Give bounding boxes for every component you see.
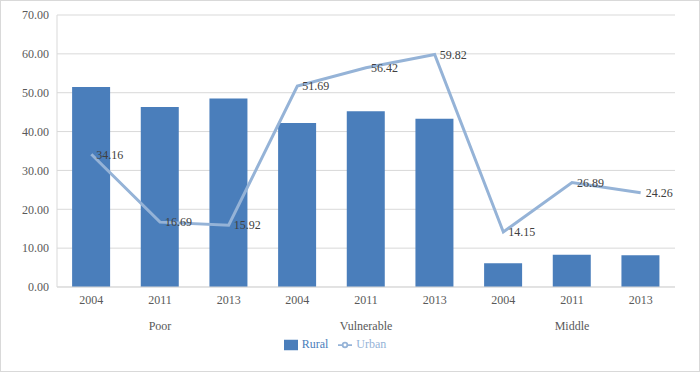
svg-text:70.00: 70.00 xyxy=(22,8,49,22)
svg-text:Poor: Poor xyxy=(149,319,172,333)
svg-text:14.15: 14.15 xyxy=(508,225,535,239)
svg-text:56.42: 56.42 xyxy=(371,61,398,75)
svg-text:30.00: 30.00 xyxy=(22,164,49,178)
html-text:Rural: Rural xyxy=(301,337,329,351)
svg-text:24.26: 24.26 xyxy=(646,186,673,200)
svg-text:2011: 2011 xyxy=(560,293,584,307)
svg-text:2011: 2011 xyxy=(148,293,172,307)
svg-text:16.69: 16.69 xyxy=(165,215,192,229)
svg-text:10.00: 10.00 xyxy=(22,241,49,255)
svg-text:20.00: 20.00 xyxy=(22,203,49,217)
svg-text:50.00: 50.00 xyxy=(22,86,49,100)
svg-text:51.69: 51.69 xyxy=(302,79,329,93)
svg-text:2004: 2004 xyxy=(491,293,515,307)
html-text:Urban: Urban xyxy=(356,337,387,351)
svg-text:2013: 2013 xyxy=(629,293,653,307)
svg-text:2004: 2004 xyxy=(79,293,103,307)
svg-text:2013: 2013 xyxy=(217,293,241,307)
svg-text:26.89: 26.89 xyxy=(577,176,604,190)
svg-text:2011: 2011 xyxy=(354,293,378,307)
svg-text:2004: 2004 xyxy=(285,293,309,307)
svg-text:Vulnerable: Vulnerable xyxy=(340,319,393,333)
svg-text:2013: 2013 xyxy=(423,293,447,307)
svg-text:15.92: 15.92 xyxy=(234,218,261,232)
svg-text:60.00: 60.00 xyxy=(22,47,49,61)
svg-text:34.16: 34.16 xyxy=(96,148,123,162)
svg-text:Middle: Middle xyxy=(555,319,590,333)
svg-text:0.00: 0.00 xyxy=(28,280,49,294)
svg-text:59.82: 59.82 xyxy=(440,48,467,62)
svg-text:40.00: 40.00 xyxy=(22,125,49,139)
